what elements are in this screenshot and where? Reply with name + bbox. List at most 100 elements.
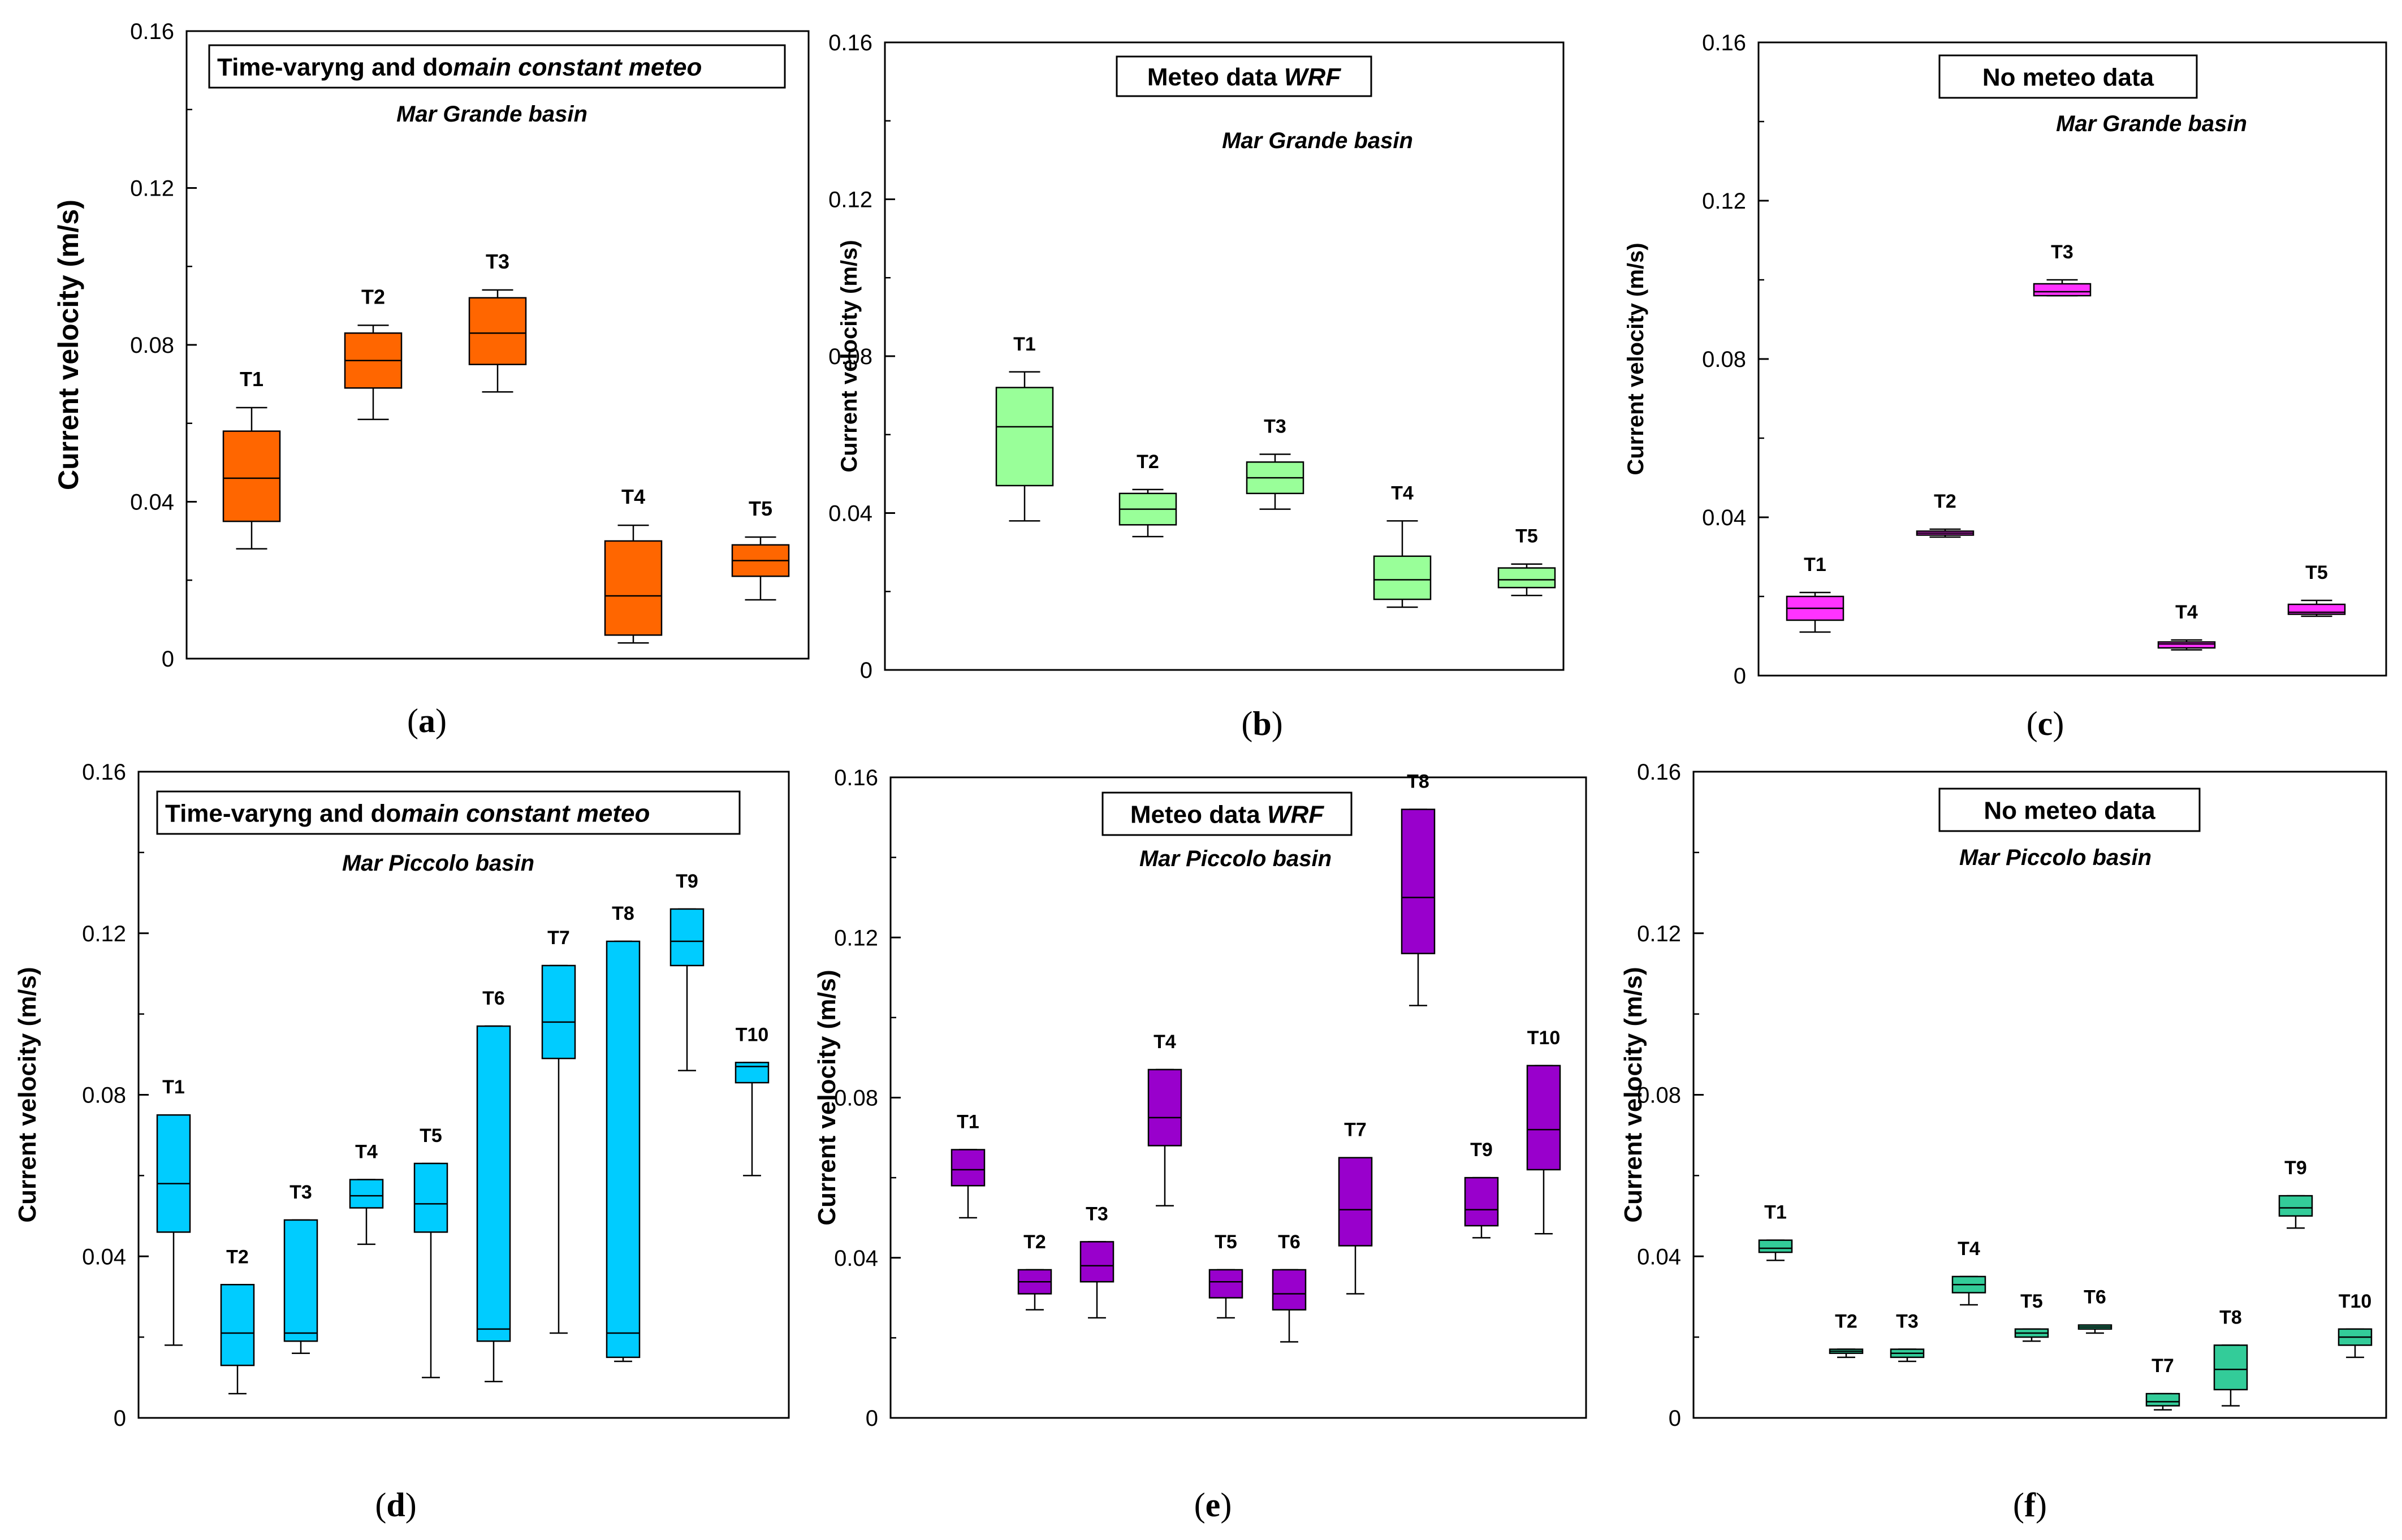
box-t2: T2 (1118, 451, 1177, 538)
box-t3: T3 (468, 250, 527, 393)
chart-subtitle: Mar Piccolo basin (342, 851, 534, 876)
chart-title-part: WRF (1284, 63, 1341, 91)
box-t3: T3 (1246, 416, 1304, 510)
y-tick-label: 0.08 (1637, 1083, 1681, 1108)
box-t1: T1 (1786, 554, 1844, 633)
box-t1: T1 (951, 1111, 986, 1219)
panel-label-open: ( (1241, 705, 1252, 742)
box-label: T3 (2051, 241, 2073, 263)
chart-title-part: main constant meteo (401, 799, 650, 827)
box-label: T4 (355, 1141, 378, 1163)
box-label: T4 (1154, 1031, 1176, 1053)
box-t2: T2 (1017, 1231, 1052, 1311)
y-tick-label: 0.04 (1637, 1244, 1681, 1269)
box-t6: T6 (1272, 1231, 1307, 1343)
box-body (2213, 1344, 2248, 1391)
panel-label: (a) (407, 702, 447, 739)
panel-label-close: ) (435, 702, 447, 739)
box-body (349, 1179, 384, 1209)
panel-label: (b) (1241, 705, 1282, 742)
y-tick-label: 0.12 (828, 188, 872, 213)
box-label: T1 (1013, 334, 1036, 355)
box-t4: T4 (1147, 1031, 1182, 1206)
box-body (1338, 1157, 1373, 1247)
box-t10: T10 (2338, 1291, 2373, 1359)
chart-panel-c: 0 0.04 0.08 0.12 0.16 Current velocity (m/s) T… (1623, 31, 2387, 742)
box-t5: T5 (1208, 1231, 1243, 1319)
chart-title-part: No meteo data (1984, 797, 2155, 824)
y-axis-label: Current velocity (m/s) (53, 200, 84, 490)
box-body (669, 908, 705, 967)
box-body (1526, 1065, 1561, 1171)
box-body (283, 1219, 318, 1342)
box-label: T10 (2339, 1291, 2372, 1312)
y-tick-label: 0 (1734, 664, 1746, 689)
y-tick-label: 0.08 (834, 1086, 878, 1111)
box-t8: T8 (2213, 1307, 2248, 1407)
box-t4: T4 (1951, 1238, 1986, 1306)
box-label: T2 (1023, 1231, 1046, 1253)
box-t10: T10 (1526, 1027, 1561, 1235)
box-label: T2 (1934, 491, 1956, 512)
box-body (1497, 567, 1556, 589)
box-body (156, 1114, 191, 1233)
box-label: T8 (612, 903, 634, 924)
chart-subtitle: Mar Piccolo basin (1139, 846, 1332, 871)
box-label: T9 (676, 871, 698, 892)
box-body (468, 297, 527, 365)
chart-panel-f: 0 0.04 0.08 0.12 0.16 Current velocity (m/s) T… (1619, 760, 2387, 1524)
box-t2: T2 (1916, 491, 1975, 538)
legend-box (156, 790, 741, 835)
box-body (1464, 1176, 1499, 1227)
y-tick-label: 0.08 (82, 1083, 126, 1108)
y-tick-label: 0.16 (82, 760, 126, 785)
box-label: T2 (1835, 1311, 1857, 1333)
y-tick-label: 0 (114, 1406, 126, 1431)
box-t4: T4 (2157, 602, 2216, 651)
y-tick-label: 0 (1669, 1406, 1681, 1431)
box-label: T3 (486, 250, 509, 273)
box-label: T2 (1137, 451, 1159, 473)
chart-title-part: Time-varyng and do (165, 799, 401, 827)
box-body (2145, 1392, 2180, 1407)
y-tick-label: 0.12 (82, 922, 126, 946)
chart-title-part: Meteo data (1130, 801, 1267, 828)
box-label: T5 (1515, 526, 1538, 547)
box-t6: T6 (2077, 1287, 2112, 1334)
chart-title-part: Meteo data (1147, 63, 1284, 91)
chart-subtitle: Mar Piccolo basin (1959, 845, 2152, 870)
chart-title: No meteo data (1982, 63, 2154, 91)
box-t2: T2 (220, 1246, 255, 1395)
panel-label: (d) (375, 1486, 416, 1524)
box-label: T2 (361, 285, 385, 308)
box-label: T1 (1804, 554, 1826, 576)
box-t8: T8 (606, 903, 641, 1362)
panel-label-close: ) (405, 1486, 417, 1524)
box-label: T1 (162, 1076, 185, 1098)
box-t1: T1 (156, 1076, 191, 1346)
legend-box (1101, 791, 1353, 836)
panel-label-open: ( (2027, 705, 2038, 742)
y-tick-label: 0.04 (130, 490, 174, 515)
box-t4: T4 (1373, 482, 1432, 608)
panel-label: (c) (2027, 705, 2064, 742)
y-tick-label: 0.08 (1702, 347, 1746, 372)
box-t1: T1 (222, 367, 281, 550)
box-label: T5 (1215, 1231, 1237, 1253)
box-t3: T3 (1079, 1203, 1114, 1319)
box-body (1758, 1239, 1793, 1253)
box-label: T7 (1344, 1119, 1367, 1141)
y-tick-label: 0.16 (130, 19, 174, 44)
box-body (1272, 1269, 1307, 1311)
box-label: T10 (1527, 1027, 1561, 1049)
panel-label: (f) (2013, 1486, 2047, 1524)
box-t3: T3 (283, 1182, 318, 1354)
panel-label-letter: a (418, 702, 435, 739)
y-axis-label: Current velocity (m/s) (1619, 967, 1647, 1222)
box-body (2033, 283, 2092, 297)
panel-label-open: ( (2013, 1486, 2024, 1524)
box-label: T5 (749, 497, 772, 520)
box-label: T6 (482, 988, 505, 1009)
legend-box (208, 44, 786, 89)
panel-label-close: ) (1220, 1486, 1232, 1524)
